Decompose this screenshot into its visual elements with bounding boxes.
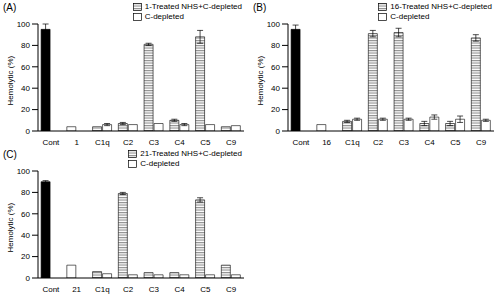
svg-text:60: 60 [21, 63, 30, 72]
html-text:16-Treated NHS+C-depleted: 16-Treated NHS+C-depleted [390, 2, 492, 11]
svg-text:20: 20 [271, 105, 280, 114]
svg-text:40: 40 [271, 84, 280, 93]
svg-text:80: 80 [21, 188, 30, 197]
svg-text:C4: C4 [425, 138, 436, 147]
svg-text:C9: C9 [226, 138, 237, 147]
svg-text:20: 20 [21, 105, 30, 114]
svg-text:0: 0 [276, 127, 281, 136]
svg-text:C5: C5 [200, 285, 211, 294]
svg-text:C1q: C1q [95, 138, 110, 147]
svg-text:C5: C5 [200, 138, 211, 147]
svg-text:C3: C3 [399, 138, 410, 147]
html-text:(B): (B) [253, 2, 267, 13]
svg-text:C3: C3 [149, 138, 160, 147]
html-text:C-depleted: C-depleted [144, 12, 184, 21]
svg-text:Cont: Cont [42, 285, 60, 294]
svg-text:20: 20 [21, 252, 30, 261]
svg-text:Cont: Cont [292, 138, 310, 147]
svg-text:Cont: Cont [42, 138, 60, 147]
svg-text:C1q: C1q [95, 285, 110, 294]
svg-text:100: 100 [267, 20, 281, 29]
svg-text:C1q: C1q [345, 138, 360, 147]
html-text:C-depleted: C-depleted [140, 159, 180, 168]
svg-text:0: 0 [26, 274, 31, 283]
html-text:21-Treated NHS+C-depleted: 21-Treated NHS+C-depleted [140, 149, 242, 158]
html-text:1-Treated NHS+C-depleted: 1-Treated NHS+C-depleted [144, 2, 242, 11]
svg-text:40: 40 [21, 84, 30, 93]
svg-text:C2: C2 [123, 285, 134, 294]
svg-text:C4: C4 [175, 285, 186, 294]
svg-text:C3: C3 [149, 285, 160, 294]
svg-text:C9: C9 [226, 285, 237, 294]
html-text:C-depleted: C-depleted [390, 12, 430, 21]
html-text:(C): (C) [3, 149, 17, 160]
svg-text:C9: C9 [476, 138, 487, 147]
svg-text:C4: C4 [175, 138, 186, 147]
svg-text:16: 16 [322, 138, 331, 147]
svg-text:Hemolytic (%): Hemolytic (%) [8, 202, 15, 252]
svg-text:100: 100 [17, 20, 31, 29]
svg-text:40: 40 [21, 231, 30, 240]
svg-text:C2: C2 [373, 138, 384, 147]
svg-text:Hemolytic (%): Hemolytic (%) [8, 55, 15, 105]
html-text:(A): (A) [3, 2, 17, 13]
svg-text:60: 60 [271, 63, 280, 72]
svg-text:Hemolytic (%): Hemolytic (%) [256, 55, 265, 105]
svg-text:0: 0 [26, 127, 31, 136]
svg-text:80: 80 [271, 41, 280, 50]
svg-text:21: 21 [72, 285, 81, 294]
svg-text:C5: C5 [450, 138, 461, 147]
svg-text:60: 60 [21, 210, 30, 219]
svg-text:1: 1 [74, 138, 79, 147]
svg-text:80: 80 [21, 41, 30, 50]
svg-text:100: 100 [17, 167, 31, 176]
svg-text:C2: C2 [123, 138, 134, 147]
